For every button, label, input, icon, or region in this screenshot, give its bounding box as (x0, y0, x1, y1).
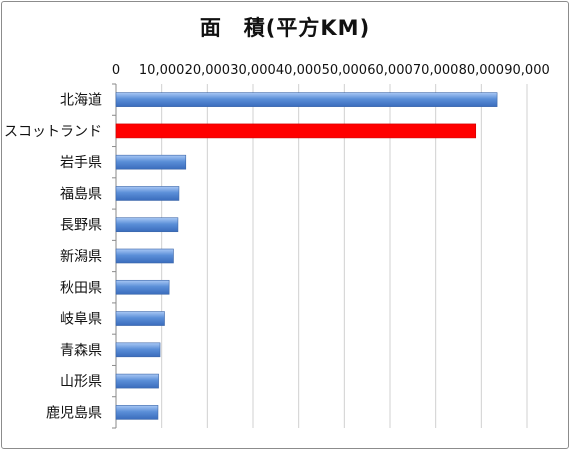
x-tick-label: 70,000 (413, 63, 459, 78)
category-label: 鹿児島県 (46, 404, 102, 421)
x-tick-label: 30,000 (230, 63, 276, 78)
category-label: 岐阜県 (60, 311, 102, 328)
x-tick-label: 40,000 (276, 63, 322, 78)
bar (115, 279, 170, 295)
x-tick-label: 0 (112, 63, 120, 78)
bar (115, 123, 477, 139)
category-label: スコットランド (4, 124, 102, 140)
x-tick-label: 60,000 (367, 63, 413, 78)
category-label: 山形県 (60, 374, 102, 390)
category-label: 青森県 (60, 343, 102, 359)
bar (115, 92, 498, 107)
bar (115, 342, 161, 358)
bar (115, 373, 159, 389)
x-tick-label: 80,000 (459, 63, 505, 78)
bar (115, 248, 174, 264)
x-tick-label: 20,000 (185, 63, 231, 78)
bar (115, 154, 187, 170)
bar (115, 186, 180, 201)
category-label: 長野県 (60, 218, 102, 234)
x-tick-label: 90,000 (504, 63, 550, 78)
bar (115, 311, 165, 326)
bar (115, 405, 159, 420)
category-label: 福島県 (60, 186, 102, 202)
x-tick-label: 10,000 (139, 63, 185, 78)
bar (115, 217, 179, 233)
category-label: 新潟県 (60, 249, 102, 265)
x-tick-label: 50,000 (322, 63, 368, 78)
chart-title: 面 積(平方KM) (199, 16, 371, 40)
category-label: 岩手県 (60, 155, 102, 171)
category-label: 北海道 (60, 93, 102, 109)
category-label: 秋田県 (60, 280, 102, 296)
